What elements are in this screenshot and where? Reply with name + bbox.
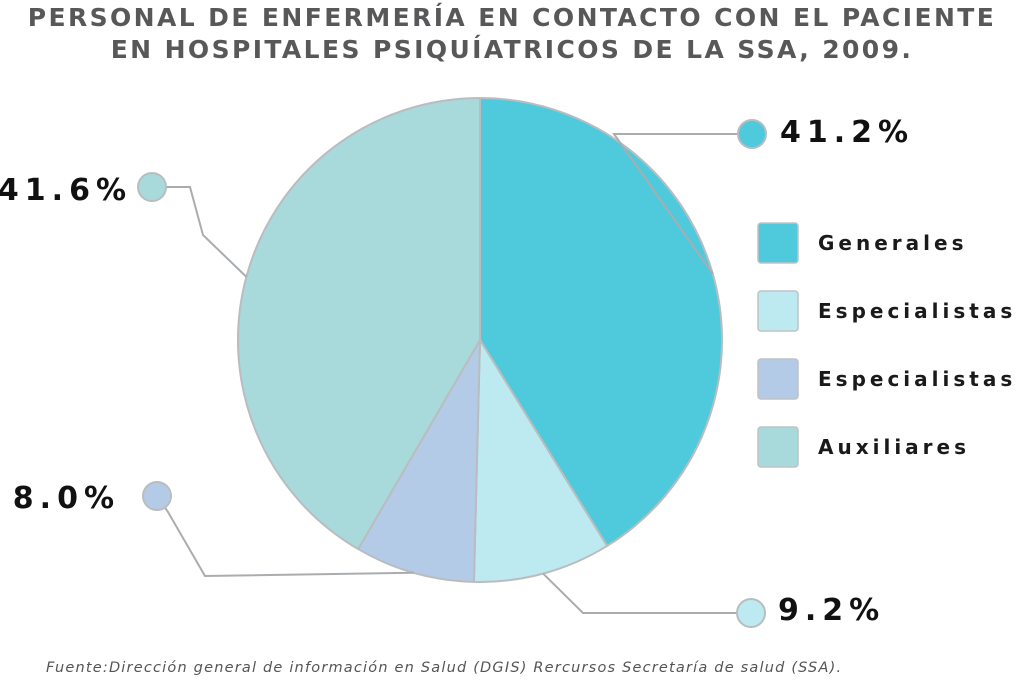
label-marker-dot-1 bbox=[737, 119, 767, 149]
data-label-4: 41.6% bbox=[0, 173, 132, 208]
pie-slice-3 bbox=[357, 339, 481, 583]
data-label-3: 8.0% bbox=[13, 481, 120, 516]
pie-slices bbox=[237, 97, 723, 583]
data-label-2: 9.2% bbox=[778, 593, 885, 628]
legend-swatch-3 bbox=[757, 358, 799, 400]
legend-swatch-1 bbox=[757, 222, 799, 264]
pie-slice-2 bbox=[472, 339, 609, 583]
leader-lines bbox=[137, 119, 767, 628]
pie-slice-4 bbox=[237, 97, 481, 551]
label-marker-dot-3 bbox=[142, 481, 172, 511]
chart-source-note: Fuente:Dirección general de información … bbox=[46, 660, 842, 676]
chart-title-line-1: PERSONAL DE ENFERMERÍA EN CONTACTO CON E… bbox=[28, 3, 996, 32]
chart-title-line-2: EN HOSPITALES PSIQUÍATRICOS DE LA SSA, 2… bbox=[111, 35, 914, 64]
data-label-1: 41.2% bbox=[780, 115, 914, 150]
legend-label-3: Especialistas bbox=[818, 367, 1016, 391]
legend-label-2: Especialistas bbox=[818, 299, 1016, 323]
pie-slice-1 bbox=[479, 97, 723, 547]
leader-line-4 bbox=[152, 186, 248, 278]
legend-label-1: Generales bbox=[818, 231, 967, 255]
legend-swatch-2 bbox=[757, 290, 799, 332]
legend: Generales Especialistas Especialistas Auxil… bbox=[757, 222, 1016, 468]
label-marker-dot-4 bbox=[137, 172, 167, 202]
leader-line-1 bbox=[612, 133, 752, 275]
label-marker-dot-2 bbox=[736, 598, 766, 628]
leader-line-2 bbox=[542, 572, 751, 614]
data-labels: 41.2% 9.2% 8.0% 41.6% bbox=[0, 115, 914, 628]
legend-swatch-4 bbox=[757, 426, 799, 468]
legend-label-4: Auxiliares bbox=[818, 435, 970, 459]
